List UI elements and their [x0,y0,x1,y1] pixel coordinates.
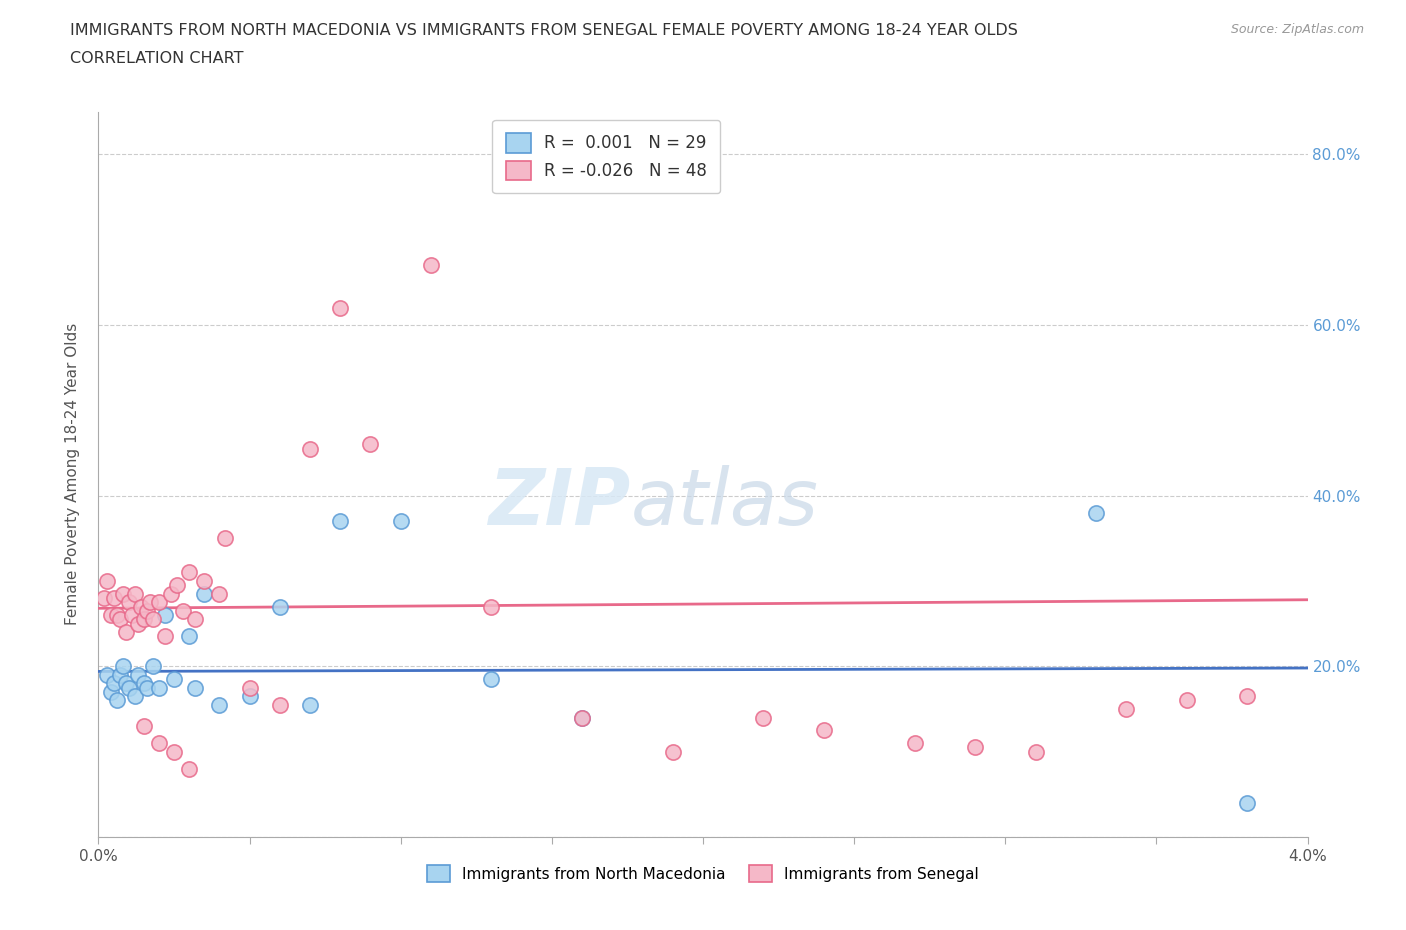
Point [163,744,186,759]
Point [172,604,194,618]
Point [111,586,134,601]
Point [111,658,134,673]
Point [389,513,412,528]
Point [904,736,927,751]
Point [142,658,165,673]
Point [571,711,593,725]
Point [299,441,322,456]
Point [96,668,118,683]
Text: atlas: atlas [630,465,818,541]
Point [132,612,155,627]
Point [1085,505,1108,520]
Point [132,719,155,734]
Point [124,586,146,601]
Point [179,762,201,777]
Point [124,689,146,704]
Point [105,693,128,708]
Point [108,612,131,627]
Point [481,671,503,686]
Point [1175,693,1198,708]
Point [299,698,322,712]
Point [208,698,231,712]
Point [208,586,231,601]
Point [108,668,131,683]
Legend: Immigrants from North Macedonia, Immigrants from Senegal: Immigrants from North Macedonia, Immigra… [415,853,991,895]
Text: IMMIGRANTS FROM NORTH MACEDONIA VS IMMIGRANTS FROM SENEGAL FEMALE POVERTY AMONG : IMMIGRANTS FROM NORTH MACEDONIA VS IMMIG… [70,23,1018,38]
Point [1115,701,1137,716]
Y-axis label: Female Poverty Among 18-24 Year Olds: Female Poverty Among 18-24 Year Olds [65,324,80,626]
Point [135,680,157,695]
Point [214,531,236,546]
Point [160,586,183,601]
Point [127,668,149,683]
Point [239,680,262,695]
Point [114,625,136,640]
Text: Source: ZipAtlas.com: Source: ZipAtlas.com [1230,23,1364,36]
Point [813,723,835,737]
Point [153,607,176,622]
Point [163,671,186,686]
Point [96,574,118,589]
Point [139,595,162,610]
Point [93,591,115,605]
Point [360,437,382,452]
Point [329,513,352,528]
Point [100,684,122,699]
Point [193,586,215,601]
Point [269,698,291,712]
Point [148,680,170,695]
Point [179,629,201,644]
Point [118,680,141,695]
Point [148,736,170,751]
Text: ZIP: ZIP [488,465,630,541]
Point [1236,795,1258,810]
Text: CORRELATION CHART: CORRELATION CHART [70,51,243,66]
Point [1236,689,1258,704]
Point [118,595,141,610]
Point [193,574,215,589]
Point [129,599,152,614]
Point [420,258,443,272]
Point [121,607,143,622]
Point [105,607,128,622]
Point [752,711,775,725]
Point [100,607,122,622]
Point [571,711,593,725]
Point [1025,744,1047,759]
Point [135,604,157,618]
Point [239,689,262,704]
Point [103,676,125,691]
Point [166,578,188,592]
Point [481,599,503,614]
Point [114,676,136,691]
Point [103,591,125,605]
Point [132,676,155,691]
Point [661,744,683,759]
Point [153,629,176,644]
Point [127,617,149,631]
Point [148,595,170,610]
Point [184,612,207,627]
Point [184,680,207,695]
Point [179,565,201,580]
Point [142,612,165,627]
Point [965,740,987,755]
Point [269,599,291,614]
Point [329,300,352,315]
